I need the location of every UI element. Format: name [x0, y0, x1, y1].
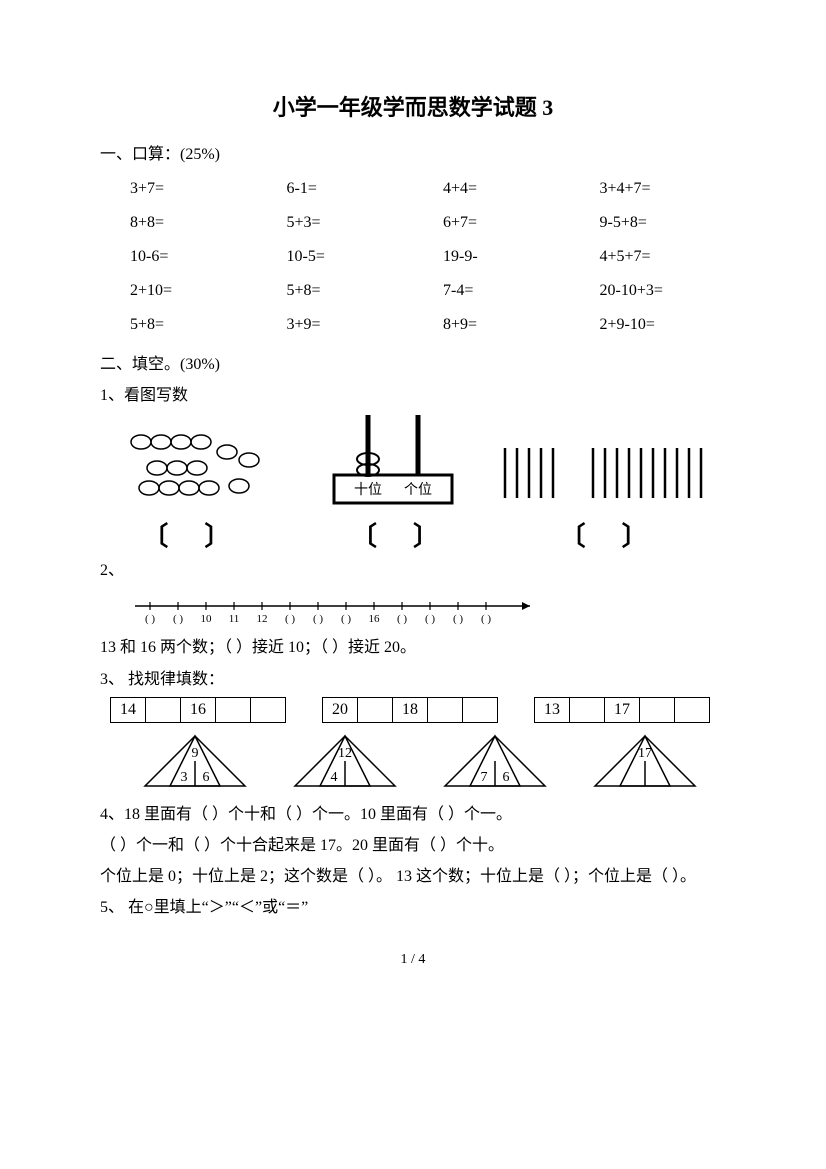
svg-text:( ): ( ): [425, 613, 435, 625]
svg-text:( ): ( ): [481, 613, 491, 625]
seq-1: 1416: [110, 697, 286, 723]
svg-text:3: 3: [181, 770, 188, 785]
calc-table: 3+7=6-1=4+4=3+4+7= 8+8=5+3=6+7=9-5+8= 10…: [130, 172, 756, 342]
seq-3: 1317: [534, 697, 710, 723]
bracket-3: 〔〕: [560, 516, 684, 553]
svg-text:16: 16: [369, 613, 381, 625]
svg-text:( ): ( ): [453, 613, 463, 625]
svg-text:( ): ( ): [341, 613, 351, 625]
svg-text:10: 10: [201, 613, 213, 625]
triangle-3: 7 6: [440, 731, 550, 791]
q3-triangles: 9 3 6 12 4 7 6 17: [140, 731, 726, 791]
q1-heading: 1、看图写数: [100, 382, 726, 409]
svg-text:( ): ( ): [397, 613, 407, 625]
q2-text: 13 和 16 两个数；（ ）接近 10；（ ）接近 20。: [100, 634, 726, 661]
svg-text:( ): ( ): [145, 613, 155, 625]
svg-text:4: 4: [331, 770, 338, 785]
q3-sequences: 1416 2018 1317: [110, 697, 726, 723]
section-2-heading: 二、填空。(30%): [100, 350, 726, 374]
q1-figures: 十位 个位: [100, 415, 726, 510]
svg-text:17: 17: [638, 746, 652, 761]
abacus-figure: 十位 个位: [328, 415, 458, 510]
page-footer: 1 / 4: [100, 952, 726, 968]
svg-text:6: 6: [503, 770, 510, 785]
svg-text:12: 12: [338, 746, 352, 761]
svg-text:9: 9: [192, 746, 199, 761]
q4-line2: （ ）个一和（ ）个十合起来是 17。20 里面有（ ）个十。: [100, 832, 726, 859]
triangle-1: 9 3 6: [140, 731, 250, 791]
answer-brackets: 〔〕 〔〕 〔〕: [100, 516, 726, 553]
svg-text:12: 12: [257, 613, 268, 625]
tally-figure: [497, 440, 707, 510]
svg-text:个位: 个位: [404, 482, 432, 498]
triangle-4: 17: [590, 731, 700, 791]
ovals-figure: [119, 430, 289, 510]
q2-heading: 2、: [100, 557, 726, 584]
triangle-2: 12 4: [290, 731, 400, 791]
q3-heading: 3、 找规律填数：: [100, 666, 726, 693]
page-title: 小学一年级学而思数学试题 3: [100, 90, 726, 122]
number-line: ( ) ( ) 10 11 12 ( ) ( ) ( ) 16 ( ) ( ) ( ) ( …: [130, 594, 550, 626]
bracket-2: 〔〕: [351, 516, 475, 553]
q4-line1: 4、18 里面有（ ）个十和（ ）个一。10 里面有（ ）个一。: [100, 801, 726, 828]
svg-text:十位: 十位: [354, 482, 382, 498]
svg-text:11: 11: [229, 613, 240, 625]
svg-text:7: 7: [481, 770, 488, 785]
bracket-1: 〔〕: [142, 516, 266, 553]
q4-line3: 个位上是 0；十位上是 2；这个数是（ ）。 13 这个数；十位上是（ ）；个位…: [100, 863, 726, 890]
svg-text:( ): ( ): [285, 613, 295, 625]
q5-heading: 5、 在○里填上“＞”“＜”或“＝”: [100, 894, 726, 921]
svg-text:( ): ( ): [313, 613, 323, 625]
svg-text:6: 6: [203, 770, 210, 785]
svg-text:( ): ( ): [173, 613, 183, 625]
section-1-heading: 一、口算：(25%): [100, 140, 726, 164]
seq-2: 2018: [322, 697, 498, 723]
